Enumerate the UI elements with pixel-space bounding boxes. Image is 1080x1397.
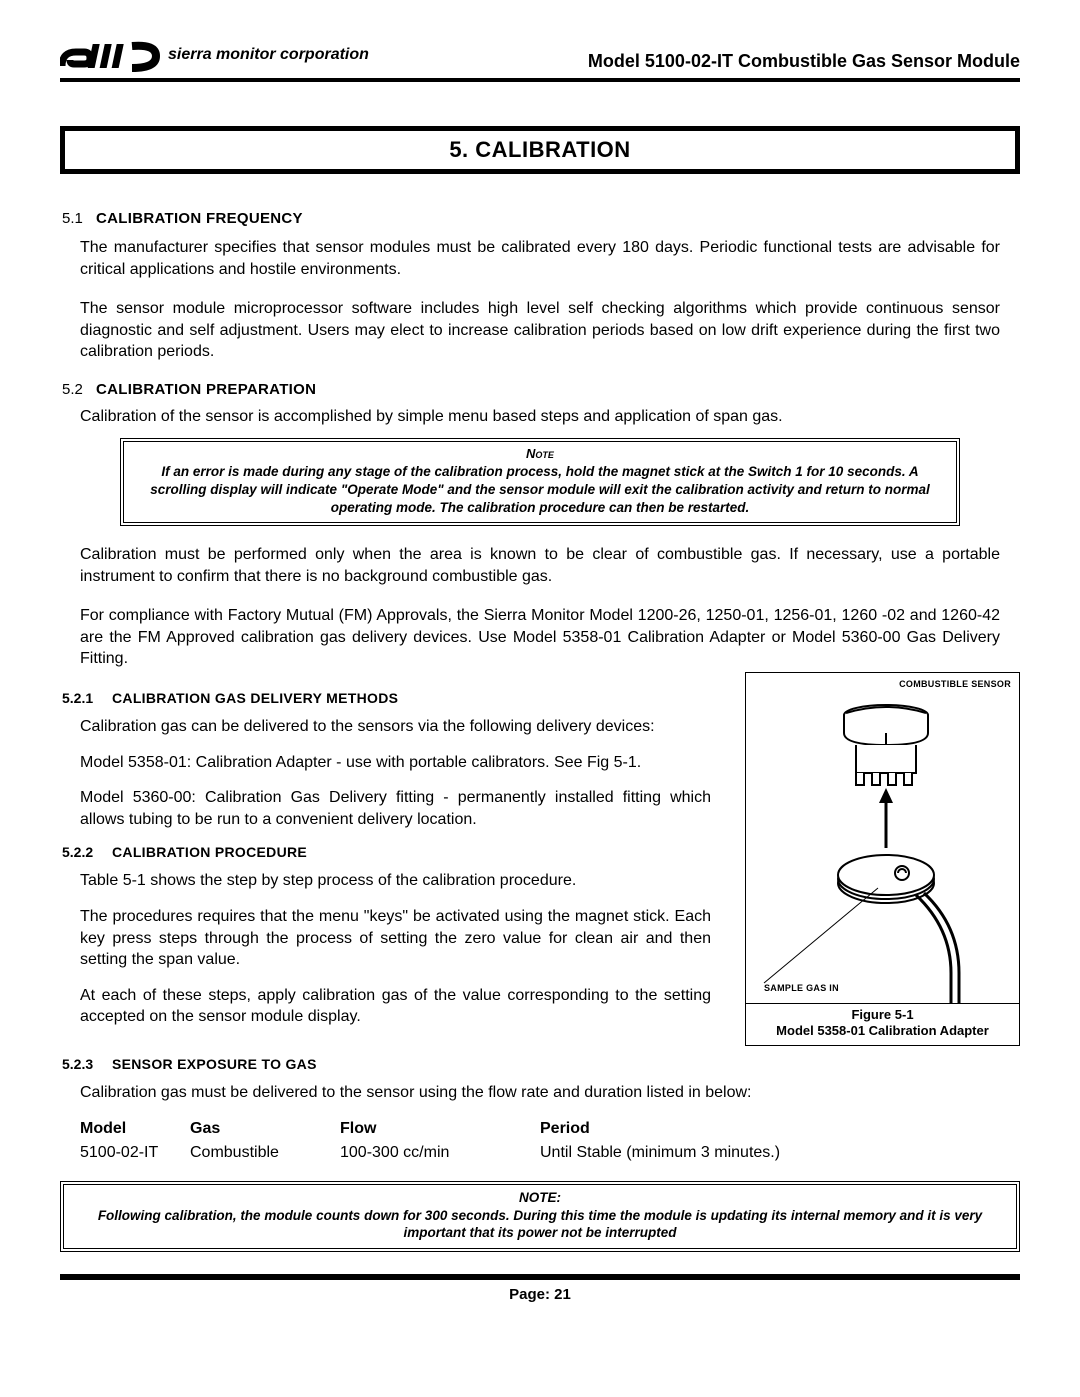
paragraph: The procedures requires that the menu "k… [80, 906, 711, 971]
figure-5-1: COMBUSTIBLE SENSOR SAMPLE GAS IN [745, 672, 1020, 1046]
paragraph: The sensor module microprocessor softwar… [80, 298, 1000, 363]
paragraph: Model 5358-01: Calibration Adapter - use… [80, 752, 711, 774]
section-number: 5.2.3 [60, 1056, 112, 1072]
section-number: 5.2.2 [60, 844, 112, 860]
section-banner: 5. CALIBRATION [60, 126, 1020, 174]
figure-bottom-label: SAMPLE GAS IN [764, 983, 839, 993]
note-label: NOTE: [76, 1189, 1004, 1207]
two-column-region: 5.2.1 CALIBRATION GAS DELIVERY METHODS C… [60, 680, 1020, 1046]
footer-rule [60, 1274, 1020, 1280]
paragraph: Calibration gas can be delivered to the … [80, 716, 711, 738]
calibration-table: Model Gas Flow Period 5100-02-IT Combust… [80, 1117, 1000, 1165]
section-5-2-heading: 5.2 CALIBRATION PREPARATION [60, 381, 1020, 398]
table-cell: 100-300 cc/min [340, 1141, 540, 1165]
figure-image: COMBUSTIBLE SENSOR SAMPLE GAS IN [746, 673, 1019, 1003]
section-5-2-1-heading: 5.2.1 CALIBRATION GAS DELIVERY METHODS [60, 690, 731, 706]
page-header: sierra monitor corporation Model 5100-02… [60, 38, 1020, 82]
table-cell: Until Stable (minimum 3 minutes.) [540, 1141, 1000, 1165]
paragraph: Calibration of the sensor is accomplishe… [80, 406, 1000, 428]
table-header-row: Model Gas Flow Period [80, 1117, 1000, 1141]
section-5-1-heading: 5.1 CALIBRATION FREQUENCY [60, 210, 1020, 227]
corp-name: sierra monitor corporation [168, 46, 369, 64]
section-number: 5.2 [60, 381, 96, 398]
note-body: If an error is made during any stage of … [150, 464, 929, 514]
note-box: Note If an error is made during any stag… [120, 438, 960, 527]
section-title: CALIBRATION PREPARATION [96, 381, 316, 398]
table-header: Flow [340, 1117, 540, 1141]
section-number: 5.1 [60, 210, 96, 227]
table-cell: Combustible [190, 1141, 340, 1165]
paragraph: For compliance with Factory Mutual (FM) … [80, 605, 1000, 670]
model-title: Model 5100-02-IT Combustible Gas Sensor … [588, 51, 1020, 72]
section-5-2-2-heading: 5.2.2 CALIBRATION PROCEDURE [60, 844, 731, 860]
paragraph: Calibration must be performed only when … [80, 544, 1000, 587]
figure-caption: Figure 5-1 Model 5358-01 Calibration Ada… [746, 1003, 1019, 1045]
table-header: Period [540, 1117, 1000, 1141]
figure-caption-line2: Model 5358-01 Calibration Adapter [750, 1023, 1015, 1039]
paragraph: Table 5-1 shows the step by step process… [80, 870, 711, 892]
table-header: Gas [190, 1117, 340, 1141]
table-row: 5100-02-IT Combustible 100-300 cc/min Un… [80, 1141, 1000, 1165]
section-title: CALIBRATION FREQUENCY [96, 210, 303, 227]
table-header: Model [80, 1117, 190, 1141]
table-cell: 5100-02-IT [80, 1141, 190, 1165]
paragraph: Model 5360-00: Calibration Gas Delivery … [80, 787, 711, 830]
note-box-2: NOTE: Following calibration, the module … [60, 1181, 1020, 1252]
note-body: Following calibration, the module counts… [76, 1207, 1004, 1242]
note-label: Note [142, 446, 938, 463]
section-title: SENSOR EXPOSURE TO GAS [112, 1056, 317, 1072]
paragraph: The manufacturer specifies that sensor m… [80, 237, 1000, 280]
section-title: CALIBRATION GAS DELIVERY METHODS [112, 690, 398, 706]
calibration-adapter-icon [746, 673, 1021, 1003]
section-5-2-3-heading: 5.2.3 SENSOR EXPOSURE TO GAS [60, 1056, 1020, 1072]
section-title: CALIBRATION PROCEDURE [112, 844, 307, 860]
figure-caption-line1: Figure 5-1 [750, 1007, 1015, 1023]
section-number: 5.2.1 [60, 690, 112, 706]
figure-top-label: COMBUSTIBLE SENSOR [899, 679, 1011, 689]
paragraph: Calibration gas must be delivered to the… [80, 1082, 1000, 1104]
smc-logo-icon [60, 38, 160, 72]
paragraph: At each of these steps, apply calibratio… [80, 985, 711, 1028]
logo-area: sierra monitor corporation [60, 38, 369, 72]
page-number: Page: 21 [60, 1286, 1020, 1303]
left-column: 5.2.1 CALIBRATION GAS DELIVERY METHODS C… [60, 680, 731, 1046]
